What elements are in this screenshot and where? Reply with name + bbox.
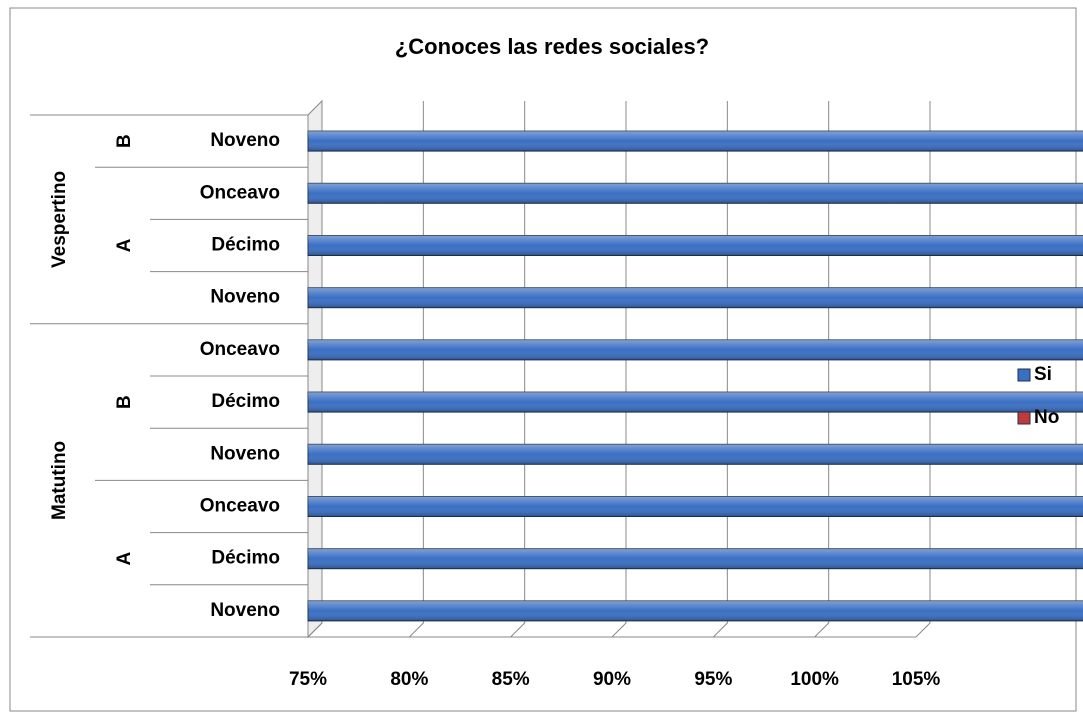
legend-label: No xyxy=(1034,407,1059,428)
grid-line xyxy=(712,101,728,638)
legend-label: Si xyxy=(1034,364,1052,385)
grid-line xyxy=(307,101,323,638)
x-tick-label: 105% xyxy=(892,669,941,690)
category-label: Décimo xyxy=(211,235,280,256)
x-tick-label: 90% xyxy=(593,669,631,690)
grid-line xyxy=(611,101,627,638)
category-label: Décimo xyxy=(211,548,280,569)
x-tick-label: 75% xyxy=(289,669,327,690)
bar-shade xyxy=(308,287,1083,308)
category-label: Onceavo xyxy=(200,496,280,517)
bar-shade xyxy=(308,235,1083,256)
bar-shade xyxy=(308,131,1083,152)
x-tick-label: 85% xyxy=(492,669,530,690)
category-label: Noveno xyxy=(210,600,280,621)
bar-shade xyxy=(308,496,1083,517)
x-tick-label: 80% xyxy=(390,669,428,690)
bar-shade xyxy=(308,444,1083,465)
bar-shade xyxy=(308,600,1083,621)
grid-line xyxy=(814,101,830,638)
shift-label: Vespertino xyxy=(49,171,70,268)
legend-swatch xyxy=(1017,411,1031,425)
section-label: A xyxy=(114,552,135,566)
category-label: Onceavo xyxy=(200,339,280,360)
category-label: Décimo xyxy=(211,391,280,412)
bar-shade xyxy=(308,339,1083,360)
x-tick-label: 100% xyxy=(790,669,839,690)
bar-shade xyxy=(308,392,1083,413)
category-label: Noveno xyxy=(210,443,280,464)
legend-swatch xyxy=(1017,368,1031,382)
grid-line xyxy=(915,101,931,638)
category-label: Noveno xyxy=(210,287,280,308)
shift-label: Matutino xyxy=(49,441,70,520)
bar-shade xyxy=(308,183,1083,204)
chart-title: ¿Conoces las redes sociales? xyxy=(395,34,709,59)
grid-line xyxy=(510,101,526,638)
section-label: B xyxy=(114,395,135,409)
category-label: Onceavo xyxy=(200,182,280,203)
bar-shade xyxy=(308,548,1083,569)
category-label: Noveno xyxy=(210,130,280,151)
x-tick-label: 95% xyxy=(694,669,732,690)
section-label: B xyxy=(114,134,135,148)
grid-line xyxy=(408,101,424,638)
section-label: A xyxy=(114,238,135,252)
